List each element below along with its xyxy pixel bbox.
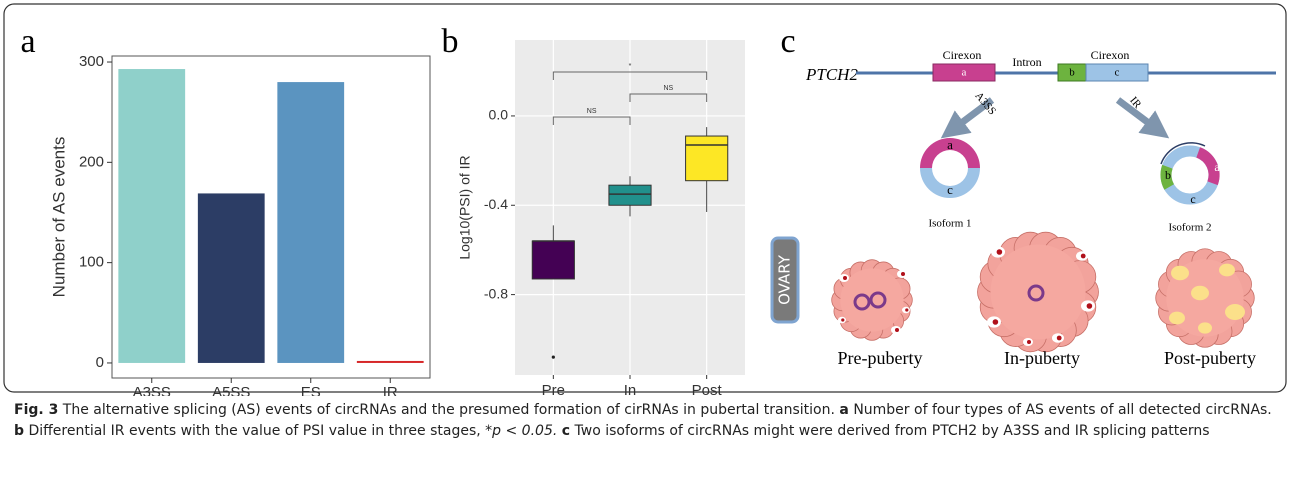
exon bbox=[1085, 63, 1149, 82]
isoform-arc bbox=[1160, 142, 1206, 165]
caption-note: *p < 0.05. bbox=[485, 423, 558, 439]
x-tick-label: A3SS bbox=[133, 384, 171, 396]
gene-name: PTCH2 bbox=[805, 65, 858, 84]
x-tick-label: Pre bbox=[542, 382, 565, 396]
oocyte bbox=[905, 308, 909, 312]
caption-text: Differential IR events with the value of… bbox=[28, 423, 481, 439]
significance-bracket bbox=[552, 116, 631, 125]
isoform-name: Isoform 1 bbox=[928, 218, 971, 230]
segment-label: a bbox=[1214, 160, 1220, 174]
isoform-segment bbox=[1195, 147, 1220, 186]
significance-label: NS bbox=[663, 85, 673, 92]
x-tick-label: Post bbox=[692, 382, 723, 396]
stage-label: In-puberty bbox=[1004, 348, 1080, 368]
bar bbox=[356, 360, 424, 363]
isoform-segment bbox=[1160, 164, 1175, 190]
circrna-ring bbox=[869, 291, 887, 309]
y-tick-label: -0.4 bbox=[484, 196, 508, 212]
oocyte bbox=[841, 318, 845, 322]
circrna-ring bbox=[853, 293, 871, 311]
circrna-ring bbox=[1027, 284, 1045, 302]
oocyte bbox=[1056, 335, 1062, 341]
bar bbox=[277, 82, 345, 363]
exon bbox=[932, 63, 996, 82]
caption-label: a bbox=[839, 402, 849, 418]
caption-label: b bbox=[14, 423, 25, 439]
outlier bbox=[551, 355, 555, 359]
segment-label: c bbox=[1190, 192, 1195, 206]
figure: a Number of AS events 0 100 200 300 A3SS A5SS ES… bbox=[3, 3, 1287, 396]
exon-label: a bbox=[962, 67, 967, 79]
significance-label: NS bbox=[587, 108, 597, 115]
chart-a: a Number of AS events 0 100 200 300 A3SS A5SS ES… bbox=[20, 23, 431, 396]
y-tick-label: 100 bbox=[79, 254, 104, 271]
y-axis-title: Log10(PSI) of IR bbox=[457, 155, 473, 259]
panel-label: c bbox=[780, 23, 795, 60]
arrow bbox=[940, 97, 995, 139]
isoform-segment bbox=[920, 138, 980, 168]
caption: Fig. 3 The alternative splicing (AS) eve… bbox=[14, 400, 1276, 442]
follicle bbox=[1225, 304, 1245, 320]
x-tick-label: ES bbox=[301, 384, 321, 396]
follicle bbox=[1169, 311, 1185, 325]
y-axis-title: Number of AS events bbox=[49, 137, 68, 298]
segment-label: b bbox=[1165, 168, 1171, 182]
x-tick-label: A5SS bbox=[212, 384, 250, 396]
panel-label: a bbox=[20, 23, 35, 60]
figure-frame bbox=[3, 3, 1287, 393]
follicle bbox=[1191, 285, 1209, 301]
panel-label: b bbox=[442, 23, 459, 60]
caption-text: Two isoforms of circRNAs might were deri… bbox=[574, 423, 1210, 439]
significance-bracket bbox=[552, 71, 708, 80]
follicle bbox=[1219, 263, 1235, 277]
stage-label: Post-puberty bbox=[1164, 348, 1256, 368]
oocyte bbox=[1027, 340, 1031, 344]
diagram-c: c PTCH2 a b c Cirexon Intron Cirexon A3S… bbox=[770, 23, 1276, 368]
significance-label: * bbox=[629, 63, 632, 70]
significance-bracket bbox=[629, 93, 708, 102]
segment-label: a bbox=[947, 137, 953, 152]
oocyte bbox=[901, 272, 905, 276]
figure-number: Fig. 3 bbox=[14, 402, 59, 418]
oocyte bbox=[996, 249, 1003, 255]
x-tick-label: IR bbox=[383, 384, 398, 396]
stage-label: Pre-puberty bbox=[838, 348, 923, 368]
oocyte bbox=[1086, 303, 1093, 309]
y-tick-label: 0.0 bbox=[489, 107, 509, 123]
bar bbox=[118, 69, 186, 363]
caption-label: c bbox=[561, 423, 571, 439]
box bbox=[531, 240, 575, 280]
chart-b: b Log10(PSI) of IR 0.0 -0.4 -0.8 Pre In Post NS N… bbox=[442, 23, 745, 396]
box bbox=[685, 135, 729, 182]
box bbox=[608, 184, 652, 206]
oocyte bbox=[1080, 253, 1086, 259]
region-label: Intron bbox=[1012, 55, 1041, 69]
ovaries bbox=[831, 231, 1255, 353]
caption-text: Number of four types of AS events of all… bbox=[853, 402, 1272, 418]
segment-label: c bbox=[947, 182, 953, 197]
region-label: Cirexon bbox=[1091, 48, 1130, 62]
oocyte bbox=[843, 276, 847, 280]
isoform-segment bbox=[920, 168, 980, 198]
region-label: Cirexon bbox=[943, 48, 982, 62]
caption-text: The alternative splicing (AS) events of … bbox=[62, 402, 835, 418]
y-tick-label: 300 bbox=[79, 53, 104, 70]
follicle bbox=[1198, 322, 1212, 334]
y-tick-label: 200 bbox=[79, 153, 104, 170]
ovary-body bbox=[990, 244, 1086, 340]
exon-label: b bbox=[1069, 67, 1075, 79]
arrow bbox=[1115, 97, 1170, 139]
oocyte bbox=[895, 328, 899, 332]
y-tick-label: -0.8 bbox=[484, 285, 508, 301]
organ-label: OVARY bbox=[776, 254, 794, 305]
follicle bbox=[1171, 265, 1189, 281]
oocyte bbox=[992, 319, 999, 325]
organ-box bbox=[770, 236, 800, 324]
y-tick-label: 0 bbox=[96, 354, 104, 371]
bar bbox=[197, 193, 265, 363]
exon-label: c bbox=[1115, 67, 1120, 79]
x-tick-label: In bbox=[624, 382, 637, 396]
isoform-name: Isoform 2 bbox=[1168, 222, 1211, 234]
